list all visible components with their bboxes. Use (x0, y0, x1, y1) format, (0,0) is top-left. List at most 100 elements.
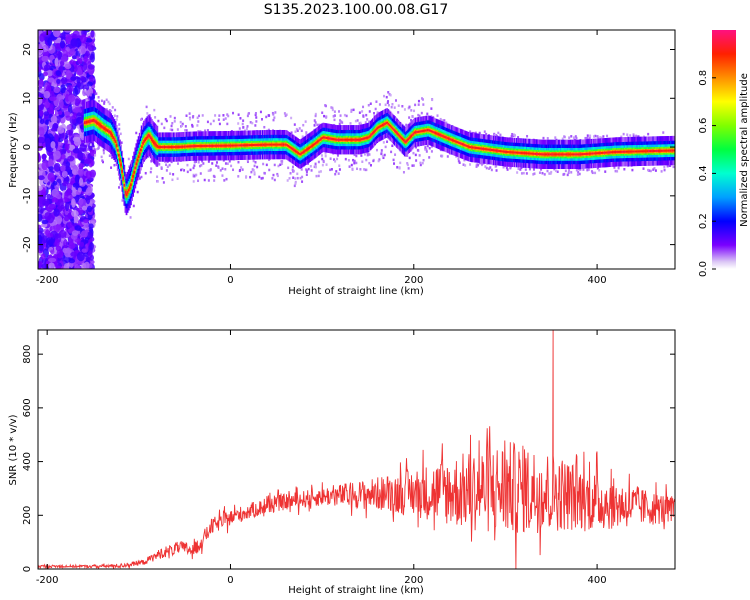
heatmap-cell (95, 148, 98, 151)
heatmap-cell (222, 159, 225, 162)
heatmap-cell (39, 33, 45, 42)
heatmap-cell (193, 160, 196, 164)
heatmap-cell (598, 168, 601, 172)
heatmap-cell (372, 159, 375, 163)
heatmap-cell (563, 135, 566, 139)
heatmap-cell (81, 262, 87, 269)
heatmap-cell (578, 172, 581, 176)
heatmap-cell (52, 122, 59, 129)
heatmap-cell (324, 152, 327, 155)
heatmap-cell (157, 119, 160, 123)
heatmap-cell (164, 117, 167, 121)
heatmap-cell (245, 127, 248, 130)
heatmap-cell (61, 170, 68, 177)
heatmap-cell (41, 161, 49, 171)
heatmap-cell (238, 127, 241, 130)
heatmap-cell (162, 181, 165, 184)
heatmap-cell (354, 119, 357, 123)
heatmap-cell (359, 123, 362, 126)
heatmap-cell (153, 108, 156, 112)
heatmap-cell (246, 114, 249, 118)
heatmap-cell (426, 112, 429, 116)
heatmap-cell (188, 112, 191, 115)
heatmap-cell (387, 100, 390, 103)
heatmap-cell (87, 44, 95, 52)
heatmap-cell (424, 146, 427, 149)
heatmap-cell (361, 160, 364, 163)
heatmap-cell (336, 154, 339, 157)
heatmap-cell (265, 163, 268, 167)
heatmap-cell (53, 162, 61, 172)
heatmap-cell (394, 153, 397, 156)
heatmap-cell (128, 165, 131, 168)
heatmap-cell (631, 168, 634, 172)
heatmap-cell (316, 123, 319, 127)
heatmap-cell (77, 66, 82, 76)
heatmap-cell (663, 165, 666, 169)
heatmap-cell (169, 128, 172, 131)
heatmap-cell (79, 241, 85, 247)
heatmap-cell (105, 108, 108, 111)
heatmap-cell (255, 116, 258, 119)
heatmap-cell (319, 170, 322, 173)
heatmap-cell (519, 168, 522, 171)
heatmap-cell (186, 170, 189, 174)
heatmap-cell (290, 116, 293, 120)
heatmap-cell (149, 170, 152, 174)
heatmap-cell (176, 177, 179, 180)
heatmap-cell (485, 132, 488, 136)
heatmap-cell (116, 115, 119, 118)
heatmap-cell (648, 169, 651, 172)
heatmap-cell (359, 121, 362, 125)
heatmap-cell (114, 108, 117, 112)
heatmap-cell (41, 253, 46, 260)
heatmap-cell (113, 163, 116, 167)
heatmap-cell (568, 136, 571, 139)
heatmap-cell (67, 194, 73, 199)
heatmap-cell (426, 144, 429, 148)
heatmap-cell (121, 199, 124, 202)
heatmap-cell (72, 87, 79, 97)
heatmap-cell (105, 98, 108, 102)
heatmap-cell (185, 129, 188, 132)
heatmap-cell (196, 116, 199, 120)
heatmap-cell (307, 167, 310, 171)
heatmap-cell (600, 136, 603, 140)
heatmap-cell (321, 157, 324, 161)
heatmap-cell (129, 216, 132, 219)
heatmap-cell (67, 104, 73, 114)
heatmap-cell (89, 75, 94, 82)
heatmap-cell (351, 167, 354, 171)
heatmap-cell (291, 168, 294, 172)
heatmap-cell (298, 127, 301, 130)
heatmap-cell (411, 164, 414, 167)
heatmap-cell (193, 174, 196, 178)
heatmap-cell (425, 150, 428, 153)
heatmap-cell (226, 162, 229, 165)
heatmap-cell (378, 158, 381, 161)
heatmap-cell (425, 148, 428, 151)
heatmap-cell (118, 123, 121, 126)
heatmap-cell (74, 174, 80, 184)
heatmap-cell (239, 117, 242, 120)
heatmap-cell (191, 123, 194, 127)
heatmap-cell (397, 104, 400, 107)
heatmap-cell (186, 163, 189, 167)
heatmap-cell (272, 118, 275, 122)
heatmap-cell (553, 167, 556, 171)
heatmap-cell (184, 125, 187, 128)
heatmap-cell (165, 163, 168, 166)
heatmap-cell (211, 162, 214, 165)
heatmap-cell (538, 171, 541, 174)
heatmap-cell (65, 115, 72, 121)
heatmap-cell (38, 78, 44, 88)
heatmap-cell (339, 114, 342, 117)
heatmap-cell (195, 173, 198, 177)
heatmap-cell (410, 118, 413, 122)
heatmap-cell (462, 163, 465, 166)
heatmap-cell (517, 136, 520, 139)
heatmap-cell (458, 161, 461, 164)
heatmap-cell (54, 170, 61, 176)
heatmap-cell (77, 151, 84, 161)
heatmap-cell (183, 169, 186, 172)
